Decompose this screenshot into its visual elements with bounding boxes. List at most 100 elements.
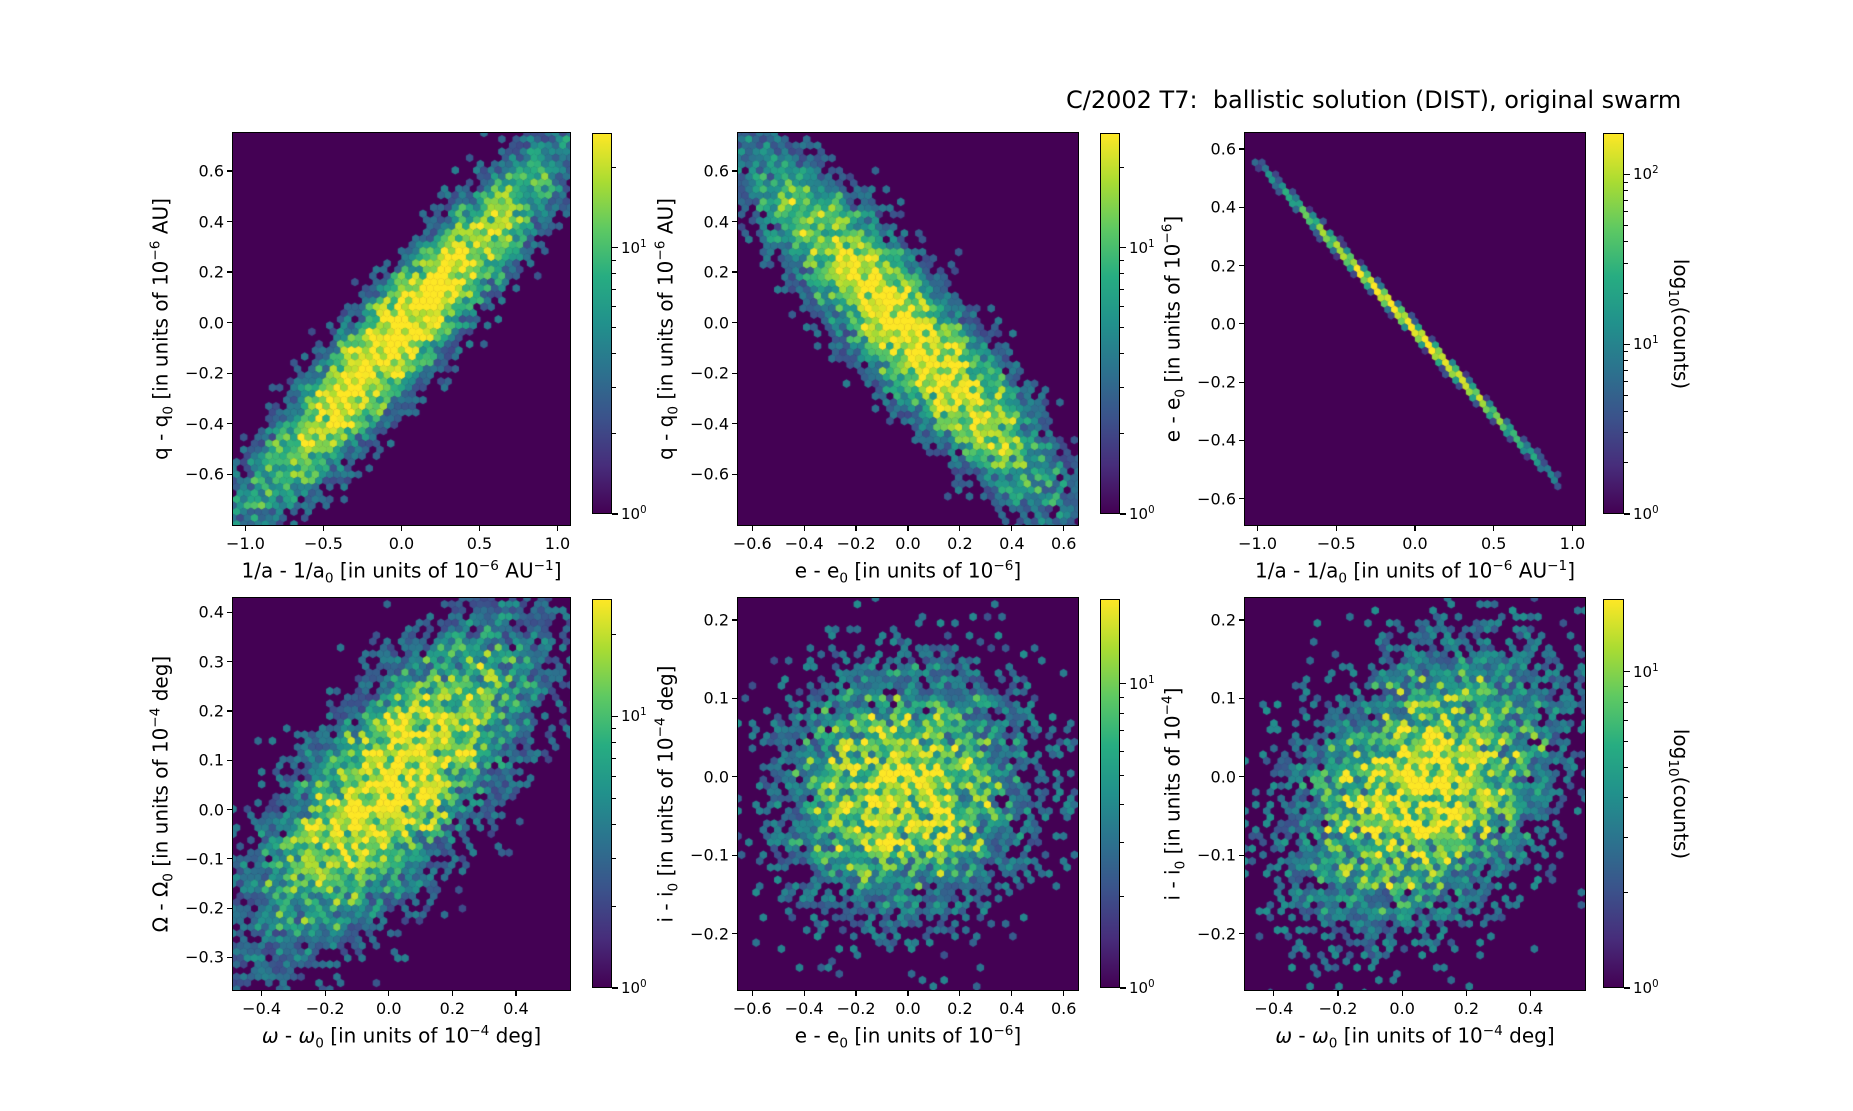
y-tick-mark xyxy=(732,372,738,374)
colorbar-minor-tick xyxy=(1120,386,1124,388)
y-tick-label: 0.0 xyxy=(703,767,729,787)
x-tick-mark xyxy=(1401,990,1403,996)
colorbar-tick-mark xyxy=(612,247,618,249)
x-axis-label: 1/a - 1/a0 [in units of 10−6 AU−1] xyxy=(241,558,562,587)
colorbar-tick-mark xyxy=(1120,247,1126,249)
y-tick-mark xyxy=(1239,854,1245,856)
x-tick-label: 0.4 xyxy=(503,999,529,1018)
colorbar-minor-tick xyxy=(1120,327,1124,329)
y-tick-label: 0.0 xyxy=(198,800,224,820)
y-tick-mark xyxy=(732,271,738,273)
x-tick-label: 0.0 xyxy=(388,534,415,553)
colorbar-axis-label: log10(counts) xyxy=(1665,258,1693,389)
colorbar-minor-tick xyxy=(612,905,616,907)
y-tick-label: 0.4 xyxy=(703,212,729,232)
y-tick-label: −0.3 xyxy=(185,947,224,967)
colorbar-0 xyxy=(592,133,612,514)
y-tick-label: −0.4 xyxy=(185,414,224,434)
hexbin-panel-Omega-vs-omega xyxy=(231,596,572,992)
x-tick-mark xyxy=(855,990,857,996)
y-tick-label: 0.2 xyxy=(703,610,729,630)
colorbar-minor-tick xyxy=(612,857,616,859)
x-tick-mark xyxy=(855,525,857,531)
x-tick-label: −0.4 xyxy=(784,999,824,1018)
colorbar-minor-tick xyxy=(1120,712,1124,714)
y-tick-mark xyxy=(1239,932,1245,935)
y-tick-label: 0.2 xyxy=(198,701,224,721)
y-axis-label: e - e0 [in units of 10−6] xyxy=(1159,215,1189,443)
colorbar-1 xyxy=(1100,133,1120,514)
y-tick-label: 0.6 xyxy=(198,161,224,181)
colorbar-2 xyxy=(1603,133,1624,514)
colorbar-tick-label: 101 xyxy=(1129,674,1155,693)
colorbar-minor-tick xyxy=(1624,892,1628,894)
y-tick-label: −0.6 xyxy=(185,464,224,484)
x-tick-label: −0.2 xyxy=(836,999,876,1018)
x-tick-label: 0.6 xyxy=(1050,999,1077,1018)
colorbar-tick-label: 101 xyxy=(1633,335,1659,354)
x-tick-label: 1.0 xyxy=(544,534,571,553)
x-tick-label: −0.6 xyxy=(732,999,772,1018)
y-tick-mark xyxy=(732,854,738,856)
colorbar-minor-tick xyxy=(612,306,616,308)
x-tick-label: −0.2 xyxy=(836,534,876,553)
colorbar-tick-label: 100 xyxy=(1129,505,1155,523)
x-tick-label: 0.4 xyxy=(999,999,1025,1018)
y-tick-label: −0.6 xyxy=(690,464,729,484)
colorbar-minor-tick xyxy=(1624,836,1628,838)
y-tick-label: 0.0 xyxy=(1210,314,1236,334)
hexbin-canvas-bottom-middle xyxy=(738,598,1078,990)
colorbar-tick-label: 101 xyxy=(621,238,647,257)
x-tick-label: 0.4 xyxy=(999,534,1025,553)
colorbar-minor-tick xyxy=(1624,224,1628,226)
y-tick-label: 0.1 xyxy=(198,750,224,770)
colorbar-minor-tick xyxy=(1120,697,1124,699)
colorbar-minor-tick xyxy=(1624,701,1628,703)
colorbar-4 xyxy=(1100,599,1120,988)
colorbar-tick-mark xyxy=(1624,173,1630,175)
colorbar-minor-tick xyxy=(1120,842,1124,844)
colorbar-minor-tick xyxy=(1624,200,1628,202)
hexbin-panel-q-vs-inva xyxy=(231,131,572,527)
y-tick-label: −0.2 xyxy=(1197,372,1236,392)
y-tick-label: 0.2 xyxy=(1210,256,1236,276)
colorbar-minor-tick xyxy=(1624,181,1628,183)
x-tick-label: −0.2 xyxy=(305,999,345,1018)
y-tick-label: −0.1 xyxy=(690,845,729,865)
colorbar-tick-label: 101 xyxy=(1633,662,1659,681)
y-tick-mark xyxy=(732,322,738,324)
colorbar-minor-tick xyxy=(612,728,616,730)
colorbar-tick-mark xyxy=(1120,987,1126,989)
y-tick-mark xyxy=(227,473,233,475)
y-tick-label: 0.4 xyxy=(198,212,224,232)
y-tick-mark xyxy=(1239,381,1245,383)
colorbar-minor-tick xyxy=(1120,273,1124,275)
colorbar-minor-tick xyxy=(1120,730,1124,732)
colorbar-minor-tick xyxy=(1120,353,1124,355)
colorbar-minor-tick xyxy=(1624,462,1628,464)
x-tick-label: 0.0 xyxy=(1402,534,1428,553)
x-axis-label: e - e0 [in units of 10−6] xyxy=(794,1023,1022,1052)
colorbar-tick-label: 100 xyxy=(621,979,647,997)
colorbar-minor-tick xyxy=(1624,262,1628,264)
x-tick-label: 0.5 xyxy=(466,534,493,553)
y-tick-mark xyxy=(1239,498,1245,500)
y-tick-mark xyxy=(1239,619,1245,621)
x-tick-mark xyxy=(1571,525,1573,531)
y-tick-label: 0.4 xyxy=(198,602,224,622)
colorbar-minor-tick xyxy=(1624,741,1628,743)
colorbar-tick-mark xyxy=(1120,683,1126,685)
y-tick-label: −0.2 xyxy=(690,924,729,944)
y-tick-mark xyxy=(227,858,233,860)
colorbar-minor-tick xyxy=(1624,394,1628,396)
x-tick-mark xyxy=(959,525,961,531)
colorbar-minor-tick xyxy=(1120,167,1124,169)
x-tick-mark xyxy=(1273,990,1275,996)
x-axis-label: e - e0 [in units of 10−6] xyxy=(794,558,1022,587)
colorbar-tick-mark xyxy=(1624,513,1630,515)
hexbin-canvas-top-middle xyxy=(738,133,1078,525)
y-tick-label: −0.1 xyxy=(1197,845,1236,865)
y-tick-label: −0.2 xyxy=(185,898,224,918)
y-tick-label: −0.2 xyxy=(1197,924,1236,944)
